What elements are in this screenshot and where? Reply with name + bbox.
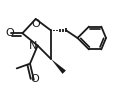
Text: O: O xyxy=(30,74,39,84)
Text: O: O xyxy=(6,28,14,38)
Polygon shape xyxy=(51,59,66,74)
Text: O: O xyxy=(32,19,41,29)
Text: N: N xyxy=(29,41,37,51)
